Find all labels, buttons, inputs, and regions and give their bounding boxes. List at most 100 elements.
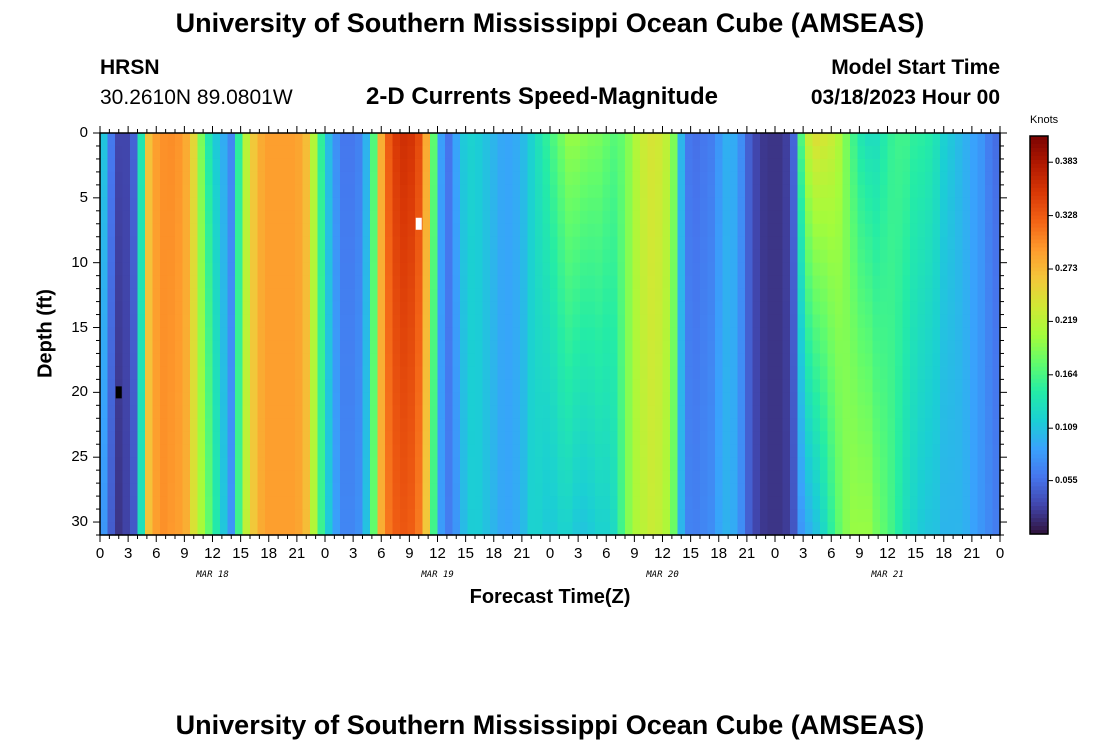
heatmap-cell xyxy=(137,405,146,419)
heatmap-cell xyxy=(160,327,169,342)
heatmap-cell xyxy=(295,236,304,251)
heatmap-cell xyxy=(782,418,791,432)
heatmap-cell xyxy=(752,145,761,160)
heatmap-cell xyxy=(415,223,424,238)
heatmap-cell xyxy=(587,470,596,484)
heatmap-cell xyxy=(377,184,386,199)
heatmap-cell xyxy=(737,457,746,471)
heatmap-cell xyxy=(400,418,409,432)
heatmap-cell xyxy=(902,522,911,536)
heatmap-cell xyxy=(505,418,514,432)
heatmap-cell xyxy=(835,184,844,199)
heatmap-cell xyxy=(332,431,341,445)
heatmap-cell xyxy=(512,327,521,342)
heatmap-cell xyxy=(257,327,266,342)
heatmap-cell xyxy=(902,314,911,329)
heatmap-cell xyxy=(265,496,274,510)
heatmap-cell xyxy=(872,314,881,329)
heatmap-cell xyxy=(760,366,769,380)
heatmap-cell xyxy=(677,340,686,355)
heatmap-cell xyxy=(145,509,154,523)
heatmap-cell xyxy=(317,249,326,264)
heatmap-cell xyxy=(775,184,784,199)
heatmap-cell xyxy=(865,457,874,471)
heatmap-cell xyxy=(460,210,469,225)
heatmap-cell xyxy=(227,145,236,160)
heatmap-cell xyxy=(962,249,971,264)
heatmap-cell xyxy=(332,133,341,147)
heatmap-cell xyxy=(482,366,491,380)
heatmap-cell xyxy=(362,236,371,251)
heatmap-cell xyxy=(962,133,971,147)
heatmap-cell xyxy=(250,223,259,238)
heatmap-cell xyxy=(527,392,536,406)
heatmap-cell xyxy=(175,262,184,277)
heatmap-cell xyxy=(932,223,941,238)
heatmap-cell xyxy=(325,184,334,199)
heatmap-cell xyxy=(745,366,754,380)
heatmap-cell xyxy=(715,353,724,368)
heatmap-cell xyxy=(580,496,589,510)
heatmap-cell xyxy=(175,301,184,316)
heatmap-cell xyxy=(287,379,296,393)
heatmap-cell xyxy=(715,197,724,212)
heatmap-cell xyxy=(550,509,559,523)
heatmap-cell xyxy=(250,197,259,212)
heatmap-cell xyxy=(632,158,641,173)
heatmap-cell xyxy=(880,405,889,419)
heatmap-cell xyxy=(775,444,784,458)
heatmap-cell xyxy=(932,405,941,419)
colorbar-segment xyxy=(1030,346,1048,352)
heatmap-cell xyxy=(430,184,439,199)
heatmap-cell xyxy=(445,327,454,342)
heatmap-cell xyxy=(430,392,439,406)
heatmap-cell xyxy=(760,249,769,264)
heatmap-cell xyxy=(925,327,934,342)
heatmap-cell xyxy=(437,431,446,445)
heatmap-cell xyxy=(212,288,221,303)
heatmap-cell xyxy=(385,236,394,251)
heatmap-cell xyxy=(872,223,881,238)
heatmap-cell xyxy=(880,275,889,290)
heatmap-cell xyxy=(175,522,184,536)
heatmap-cell xyxy=(595,379,604,393)
heatmap-cell xyxy=(925,288,934,303)
heatmap-cell xyxy=(317,392,326,406)
heatmap-cell xyxy=(722,405,731,419)
heatmap-cell xyxy=(482,184,491,199)
heatmap-cell xyxy=(175,431,184,445)
heatmap-cell xyxy=(460,340,469,355)
x-tick-label: 0 xyxy=(770,545,780,562)
heatmap-cell xyxy=(662,288,671,303)
heatmap-cell xyxy=(415,444,424,458)
heatmap-cell xyxy=(745,210,754,225)
heatmap-cell xyxy=(220,522,229,536)
heatmap-cell xyxy=(677,262,686,277)
heatmap-cell xyxy=(497,197,506,212)
heatmap-cell xyxy=(490,431,499,445)
heatmap-cell xyxy=(325,133,334,147)
heatmap-cell xyxy=(647,171,656,186)
heatmap-cell xyxy=(325,522,334,536)
heatmap-cell xyxy=(205,184,214,199)
heatmap-cell xyxy=(362,431,371,445)
heatmap-cell xyxy=(160,249,169,264)
heatmap-cell xyxy=(422,366,431,380)
heatmap-cell xyxy=(295,133,304,147)
heatmap-cell xyxy=(197,457,206,471)
heatmap-cell xyxy=(970,327,979,342)
heatmap-cell xyxy=(257,314,266,329)
heatmap-cell xyxy=(722,353,731,368)
heatmap-cell xyxy=(182,509,191,523)
heatmap-cell xyxy=(520,418,529,432)
heatmap-cell xyxy=(812,288,821,303)
heatmap-cell xyxy=(430,275,439,290)
heatmap-cell xyxy=(445,470,454,484)
heatmap-cell xyxy=(235,405,244,419)
heatmap-cell xyxy=(715,457,724,471)
heatmap-cell xyxy=(565,470,574,484)
heatmap-cell xyxy=(670,145,679,160)
heatmap-cell xyxy=(992,405,1001,419)
heatmap-cell xyxy=(527,288,536,303)
heatmap-cell xyxy=(985,184,994,199)
